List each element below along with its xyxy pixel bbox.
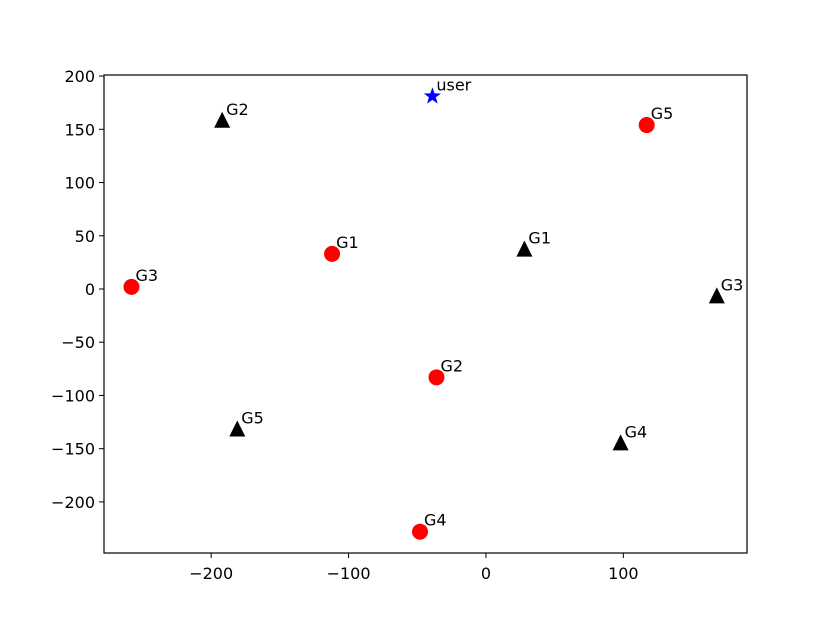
x-tick-label: −200 [189,564,233,583]
y-tick-label: 0 [85,280,95,299]
x-tick-label: 0 [481,564,491,583]
point [612,434,629,451]
y-tick-label: 200 [64,67,95,86]
point [324,245,341,262]
point-label: G4 [424,511,447,530]
point-label: G3 [135,266,158,285]
y-tick-label: 50 [75,227,95,246]
point [412,523,429,540]
point [423,87,441,104]
point-label: G2 [440,356,463,375]
y-tick-label: −50 [61,333,95,352]
point [708,287,725,304]
x-tick-label: −100 [327,564,371,583]
point [516,240,533,257]
point-label: user [436,75,471,94]
point-label: G1 [336,233,359,252]
y-tick-label: 150 [64,120,95,139]
point [428,369,445,386]
plot-frame [103,74,748,554]
point-label: G3 [721,275,744,294]
y-tick-label: 100 [64,174,95,193]
point [229,420,246,437]
point [123,278,140,295]
point-label: G4 [625,422,648,441]
point-label: G1 [528,229,551,248]
y-tick-label: −100 [51,386,95,405]
x-tick-label: 100 [608,564,639,583]
point [638,117,655,134]
point-label: G5 [651,104,674,123]
point-label: G2 [226,100,249,119]
y-tick-label: −150 [51,440,95,459]
point [214,111,231,128]
y-tick-label: −200 [51,493,95,512]
point-label: G5 [241,409,264,428]
